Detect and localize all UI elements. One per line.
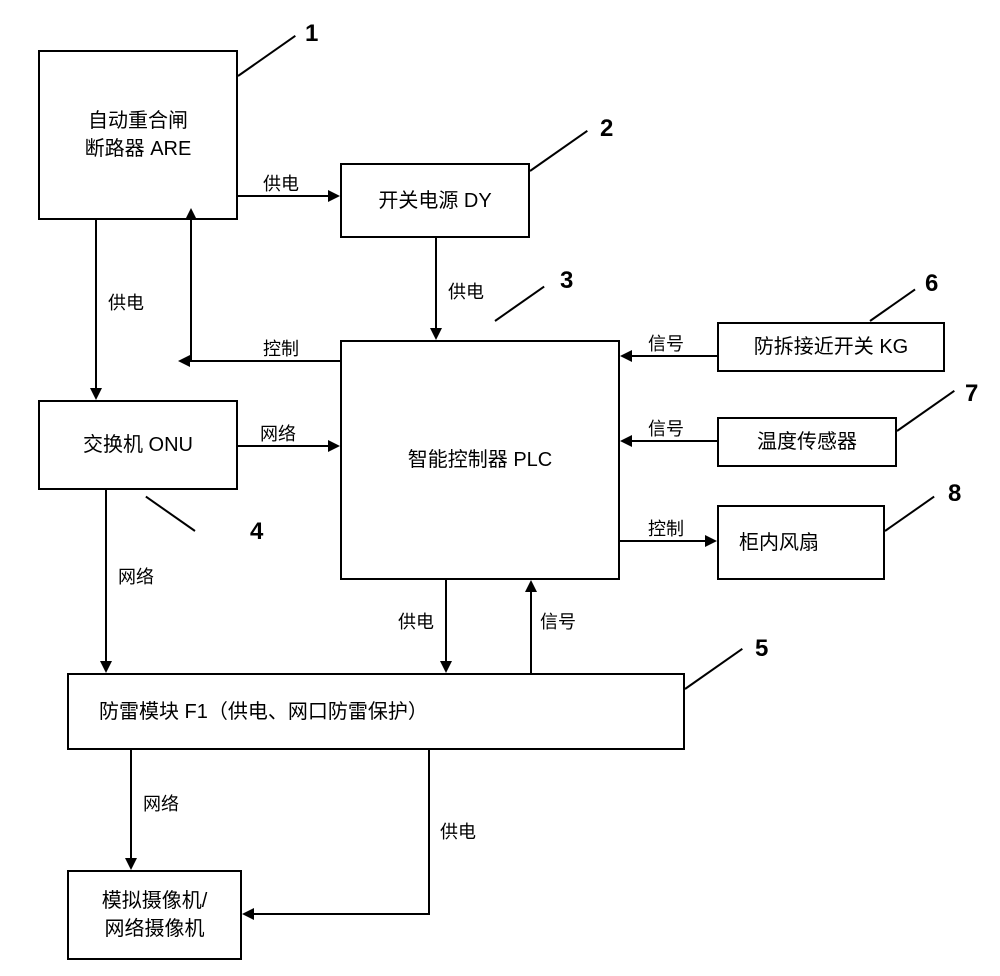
node-fan-label: 柜内风扇 (739, 529, 819, 557)
label-plc-are: 控制 (263, 335, 299, 361)
arrow-plc-are-h (178, 355, 190, 367)
label-f1-cam-net: 网络 (143, 790, 179, 816)
label-plc-fan: 控制 (648, 515, 684, 541)
num-4: 4 (250, 518, 263, 546)
arrow-dy-plc (430, 328, 442, 340)
arrow-are-dy (328, 190, 340, 202)
num-2: 2 (600, 115, 613, 143)
arrow-f1-plc (525, 580, 537, 592)
num-7: 7 (965, 380, 978, 408)
edge-f1-cam-pw-v (428, 750, 430, 915)
label-are-onu: 供电 (108, 289, 144, 315)
node-are-label: 自动重合闸断路器 ARE (85, 107, 192, 163)
node-f1-label: 防雷模块 F1（供电、网口防雷保护） (99, 698, 428, 726)
leader-7 (896, 390, 954, 432)
edge-f1-plc (530, 590, 532, 673)
num-3: 3 (560, 267, 573, 295)
node-temp: 温度传感器 (717, 417, 897, 467)
label-kg-plc: 信号 (648, 330, 684, 356)
edge-dy-plc (435, 238, 437, 330)
edge-f1-cam-net (130, 750, 132, 860)
label-onu-f1: 网络 (118, 563, 154, 589)
num-1: 1 (305, 20, 318, 48)
arrow-are-onu (90, 388, 102, 400)
node-onu: 交换机 ONU (38, 400, 238, 490)
label-f1-plc: 信号 (540, 608, 576, 634)
node-are: 自动重合闸断路器 ARE (38, 50, 238, 220)
label-temp-plc: 信号 (648, 415, 684, 441)
leader-8 (884, 496, 934, 532)
node-fan: 柜内风扇 (717, 505, 885, 580)
edge-onu-f1 (105, 490, 107, 663)
edge-are-onu (95, 220, 97, 390)
leader-2 (529, 130, 587, 172)
arrow-f1-cam-pw (242, 908, 254, 920)
num-8: 8 (948, 480, 961, 508)
node-kg-label: 防拆接近开关 KG (754, 333, 908, 361)
label-f1-cam-pw: 供电 (440, 818, 476, 844)
arrow-onu-f1 (100, 661, 112, 673)
label-are-dy: 供电 (263, 170, 299, 196)
leader-4 (145, 496, 195, 532)
arrow-kg-plc (620, 350, 632, 362)
leader-5 (684, 648, 742, 690)
label-plc-f1: 供电 (398, 608, 434, 634)
leader-1 (237, 35, 295, 77)
node-cam-label: 模拟摄像机/网络摄像机 (102, 887, 208, 943)
num-6: 6 (925, 270, 938, 298)
edge-f1-cam-pw-h (252, 913, 430, 915)
node-plc-label: 智能控制器 PLC (408, 446, 552, 474)
node-dy: 开关电源 DY (340, 163, 530, 238)
node-kg: 防拆接近开关 KG (717, 322, 945, 372)
leader-6 (869, 289, 915, 322)
node-dy-label: 开关电源 DY (378, 187, 491, 215)
arrow-f1-cam-net (125, 858, 137, 870)
num-5: 5 (755, 635, 768, 663)
edge-plc-f1 (445, 580, 447, 663)
edge-plc-are-v (190, 220, 192, 362)
node-f1: 防雷模块 F1（供电、网口防雷保护） (67, 673, 685, 750)
node-onu-label: 交换机 ONU (83, 431, 193, 459)
leader-3 (494, 286, 544, 322)
arrow-plc-f1 (440, 661, 452, 673)
arrow-temp-plc (620, 435, 632, 447)
node-cam: 模拟摄像机/网络摄像机 (67, 870, 242, 960)
arrow-onu-plc (328, 440, 340, 452)
arrow-plc-fan (705, 535, 717, 547)
label-dy-plc: 供电 (448, 278, 484, 304)
arrow-plc-are-up (185, 208, 197, 220)
node-temp-label: 温度传感器 (757, 428, 857, 456)
node-plc: 智能控制器 PLC (340, 340, 620, 580)
label-onu-plc: 网络 (260, 420, 296, 446)
